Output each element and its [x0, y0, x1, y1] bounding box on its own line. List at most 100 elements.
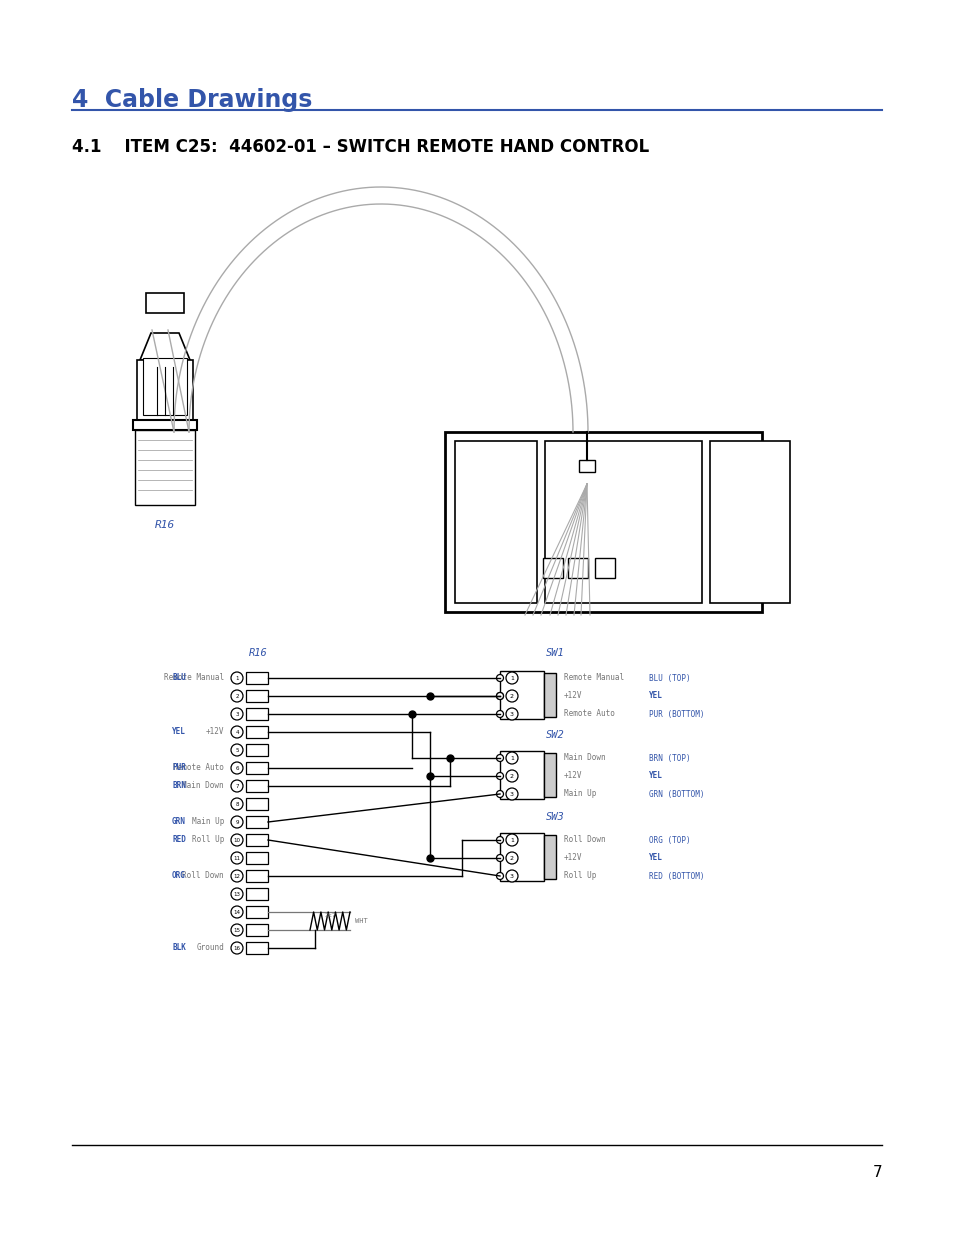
Circle shape: [496, 755, 503, 762]
Text: SW2: SW2: [545, 730, 564, 740]
Text: YEL: YEL: [648, 772, 662, 781]
Circle shape: [231, 834, 243, 846]
Text: ORG (TOP): ORG (TOP): [648, 836, 690, 845]
Text: YEL: YEL: [648, 692, 662, 700]
Text: SW1: SW1: [545, 648, 564, 658]
Circle shape: [505, 769, 517, 782]
Circle shape: [496, 693, 503, 699]
Text: SW3: SW3: [545, 811, 564, 823]
Text: YEL: YEL: [648, 853, 662, 862]
Bar: [444, 432, 761, 613]
Bar: [246, 816, 268, 827]
Text: 1: 1: [510, 756, 514, 761]
Circle shape: [231, 942, 243, 953]
Text: 14: 14: [233, 909, 240, 914]
Text: 1: 1: [235, 676, 238, 680]
Bar: [135, 430, 194, 505]
Text: Roll Up: Roll Up: [563, 872, 596, 881]
Text: ORG: ORG: [172, 872, 186, 881]
Text: 12: 12: [233, 873, 240, 878]
Circle shape: [231, 726, 243, 739]
Text: 3: 3: [510, 711, 514, 716]
Bar: [246, 708, 268, 720]
Text: Remote Auto: Remote Auto: [172, 763, 224, 773]
Bar: [246, 942, 268, 953]
Circle shape: [231, 798, 243, 810]
Bar: [578, 459, 595, 472]
Bar: [567, 558, 587, 578]
Bar: [143, 358, 187, 415]
Circle shape: [505, 690, 517, 701]
Circle shape: [496, 790, 503, 798]
Bar: [132, 420, 196, 430]
Bar: [246, 690, 268, 701]
Text: 13: 13: [233, 892, 240, 897]
Bar: [246, 888, 268, 900]
Circle shape: [496, 836, 503, 844]
Circle shape: [231, 781, 243, 792]
Circle shape: [496, 872, 503, 879]
Bar: [709, 441, 789, 603]
Text: RED: RED: [172, 836, 186, 845]
Bar: [246, 852, 268, 864]
Text: 4: 4: [235, 730, 238, 735]
Polygon shape: [140, 333, 190, 359]
Text: 11: 11: [233, 856, 240, 861]
Text: 6: 6: [235, 766, 238, 771]
Text: 3: 3: [510, 792, 514, 797]
Text: 2k7: 2k7: [324, 913, 335, 918]
Text: Remote Auto: Remote Auto: [563, 709, 615, 719]
Text: 2: 2: [510, 856, 514, 861]
Bar: [455, 441, 537, 603]
Text: 1: 1: [510, 837, 514, 842]
Text: PUR (BOTTOM): PUR (BOTTOM): [648, 709, 703, 719]
Text: BLK: BLK: [172, 944, 186, 952]
Circle shape: [231, 708, 243, 720]
Circle shape: [505, 788, 517, 800]
Text: 9: 9: [235, 820, 238, 825]
Text: Remote Manual: Remote Manual: [164, 673, 224, 683]
Bar: [246, 762, 268, 774]
Text: WHT: WHT: [355, 918, 367, 924]
Text: YEL: YEL: [172, 727, 186, 736]
Bar: [246, 726, 268, 739]
Circle shape: [496, 773, 503, 779]
Bar: [246, 672, 268, 684]
Bar: [246, 906, 268, 918]
Bar: [499, 751, 543, 799]
Circle shape: [231, 690, 243, 701]
Text: Roll Up: Roll Up: [192, 836, 224, 845]
Text: 4  Cable Drawings: 4 Cable Drawings: [71, 88, 312, 112]
Text: 4.1    ITEM C25:  44602-01 – SWITCH REMOTE HAND CONTROL: 4.1 ITEM C25: 44602-01 – SWITCH REMOTE H…: [71, 138, 649, 156]
Circle shape: [496, 693, 503, 699]
Text: Main Up: Main Up: [563, 789, 596, 799]
Text: Main Up: Main Up: [192, 818, 224, 826]
Circle shape: [231, 869, 243, 882]
Circle shape: [231, 888, 243, 900]
Bar: [499, 671, 543, 719]
Text: Remote Manual: Remote Manual: [563, 673, 623, 683]
Text: 16: 16: [233, 946, 240, 951]
Text: BRN: BRN: [172, 782, 186, 790]
Circle shape: [231, 852, 243, 864]
Text: 10: 10: [233, 837, 240, 842]
Circle shape: [496, 674, 503, 682]
Text: Main Down: Main Down: [182, 782, 224, 790]
Bar: [499, 832, 543, 881]
Text: GRN: GRN: [172, 818, 186, 826]
Text: +12V: +12V: [563, 772, 582, 781]
Text: Roll Down: Roll Down: [563, 836, 605, 845]
Text: R16: R16: [249, 648, 267, 658]
Bar: [542, 558, 562, 578]
Bar: [595, 558, 615, 578]
Circle shape: [231, 906, 243, 918]
Bar: [137, 359, 193, 420]
Circle shape: [505, 852, 517, 864]
Circle shape: [505, 752, 517, 764]
Text: RED (BOTTOM): RED (BOTTOM): [648, 872, 703, 881]
Bar: [543, 753, 556, 797]
Circle shape: [231, 762, 243, 774]
Circle shape: [231, 743, 243, 756]
Circle shape: [505, 834, 517, 846]
Text: 1: 1: [510, 676, 514, 680]
